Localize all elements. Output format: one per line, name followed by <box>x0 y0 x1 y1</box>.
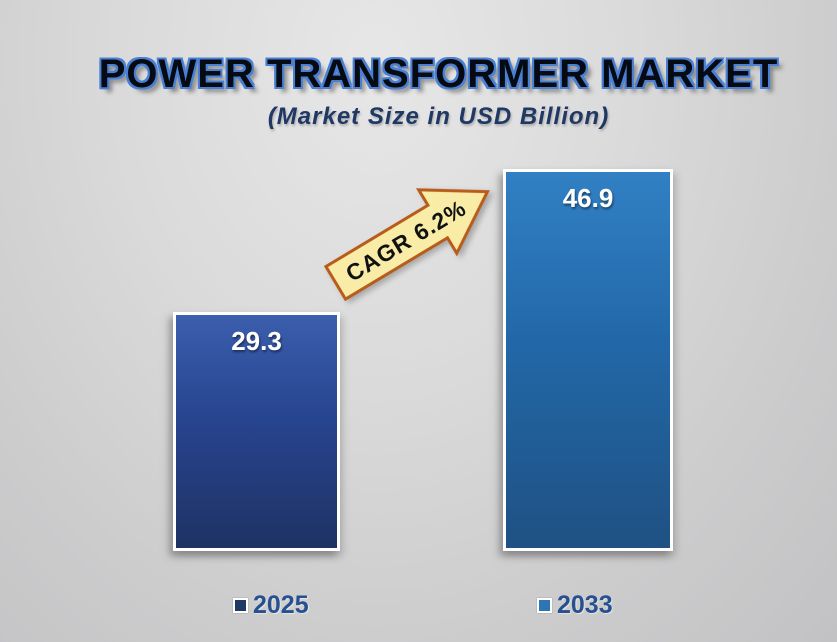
bar-2033: 46.9 <box>503 169 673 551</box>
chart-title: POWER TRANSFORMER MARKET <box>98 52 779 96</box>
legend-item-2025: 2025 <box>233 591 309 619</box>
bar-2025: 29.3 <box>173 312 340 551</box>
bar-2033-value-label: 46.9 <box>562 183 614 213</box>
chart-header: POWER TRANSFORMER MARKET (Market Size in… <box>40 52 837 131</box>
bar-2025-value-label: 29.3 <box>231 326 282 356</box>
legend-item-2033: 2033 <box>537 591 613 619</box>
legend-label-2033: 2033 <box>557 590 613 619</box>
chart-subtitle: (Market Size in USD Billion) <box>267 103 610 130</box>
up-arrow-icon <box>323 188 490 302</box>
legend-swatch-2025 <box>233 597 248 613</box>
cagr-label: CAGR 6.2% <box>340 194 471 287</box>
cagr-arrow: CAGR 6.2% <box>313 155 512 318</box>
legend-label-2025: 2025 <box>253 590 309 619</box>
legend-swatch-2033 <box>537 597 552 613</box>
